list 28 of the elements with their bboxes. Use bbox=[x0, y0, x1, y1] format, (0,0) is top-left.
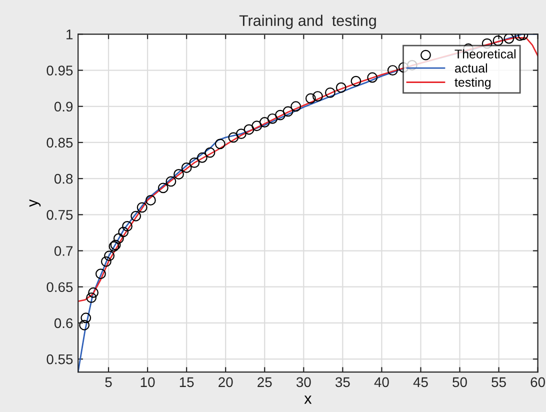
y-tick-label: 0.85 bbox=[46, 138, 73, 148]
x-tick-label: 25 bbox=[258, 377, 272, 388]
x-tick-label: 50 bbox=[452, 377, 467, 388]
y-tick-label: 0.75 bbox=[46, 210, 73, 220]
y-tick-label: 0.9 bbox=[54, 102, 73, 112]
y-tick-label: 0.95 bbox=[46, 66, 73, 76]
x-tick-label: 10 bbox=[140, 377, 155, 388]
y-tick-label: 1 bbox=[66, 30, 73, 40]
x-tick-label: 15 bbox=[180, 377, 194, 388]
x-tick-label: 30 bbox=[296, 377, 311, 388]
x-tick-label: 40 bbox=[374, 377, 389, 388]
y-tick-label: 0.8 bbox=[54, 174, 73, 184]
x-tick-label: 55 bbox=[492, 377, 506, 388]
x-axis-title: x bbox=[304, 396, 312, 404]
legend-label: Theoretical bbox=[454, 49, 516, 58]
y-tick-label: 0.6 bbox=[54, 318, 73, 328]
chart-title: Training and testing bbox=[239, 14, 376, 30]
x-tick-label: 35 bbox=[335, 377, 350, 388]
y-tick-label: 0.7 bbox=[54, 246, 73, 256]
x-tick-label: 5 bbox=[105, 377, 112, 388]
x-tick-label: 60 bbox=[530, 377, 545, 388]
y-axis-title: y bbox=[29, 199, 41, 207]
legend-label: testing bbox=[454, 78, 491, 90]
y-tick-label: 0.65 bbox=[46, 282, 73, 292]
y-tick-label: 0.55 bbox=[46, 354, 73, 364]
x-tick-label: 20 bbox=[218, 377, 233, 388]
x-tick-label: 45 bbox=[413, 377, 428, 388]
legend-label: actual bbox=[455, 63, 488, 73]
